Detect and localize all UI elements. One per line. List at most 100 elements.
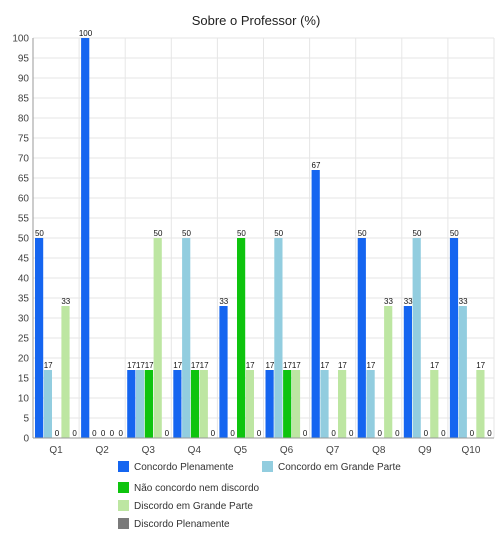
data-label: 0 xyxy=(349,429,354,438)
x-tick-label: Q8 xyxy=(372,445,386,456)
data-label: 0 xyxy=(118,429,123,438)
y-tick-label: 30 xyxy=(18,314,30,325)
data-label: 0 xyxy=(110,429,115,438)
data-label: 67 xyxy=(312,161,321,170)
bar xyxy=(291,370,301,438)
bar xyxy=(403,306,412,438)
y-tick-label: 90 xyxy=(18,74,30,85)
data-label: 0 xyxy=(395,429,400,438)
x-tick-label: Q3 xyxy=(142,445,156,456)
data-label: 17 xyxy=(145,361,154,370)
data-label: 50 xyxy=(358,229,367,238)
data-label: 33 xyxy=(459,297,468,306)
bar xyxy=(35,238,44,438)
x-tick-label: Q2 xyxy=(95,445,109,456)
legend-swatch xyxy=(118,518,129,529)
y-tick-label: 45 xyxy=(18,254,30,265)
y-tick-label: 55 xyxy=(18,214,30,225)
bar xyxy=(412,238,421,438)
y-tick-label: 65 xyxy=(18,174,30,185)
data-label: 0 xyxy=(487,429,492,438)
data-label: 0 xyxy=(257,429,262,438)
bar xyxy=(127,370,136,438)
data-label: 17 xyxy=(366,361,375,370)
data-label: 17 xyxy=(338,361,347,370)
y-tick-label: 0 xyxy=(23,434,29,445)
bar xyxy=(61,306,70,438)
data-label: 17 xyxy=(44,361,53,370)
legend-label: Concordo Plenamente xyxy=(134,462,234,473)
data-label: 17 xyxy=(292,361,301,370)
data-label: 0 xyxy=(441,429,446,438)
data-label: 50 xyxy=(413,229,422,238)
data-label: 17 xyxy=(430,361,439,370)
legend-swatch xyxy=(118,500,129,511)
bar xyxy=(153,238,162,438)
data-label: 0 xyxy=(211,429,216,438)
bar xyxy=(199,370,208,438)
data-label: 0 xyxy=(165,429,170,438)
bar xyxy=(320,370,329,438)
data-label: 17 xyxy=(265,361,274,370)
bar xyxy=(357,238,366,438)
data-label: 17 xyxy=(191,361,200,370)
data-label: 17 xyxy=(173,361,182,370)
y-tick-label: 10 xyxy=(18,394,30,405)
y-tick-label: 85 xyxy=(18,94,30,105)
bar xyxy=(311,170,320,438)
data-label: 33 xyxy=(219,297,228,306)
bar xyxy=(219,306,228,438)
y-tick-label: 5 xyxy=(23,414,29,425)
legend-label: Discordo em Grande Parte xyxy=(134,501,253,512)
y-tick-label: 60 xyxy=(18,194,30,205)
y-tick-label: 20 xyxy=(18,354,30,365)
bar xyxy=(173,370,182,438)
bar xyxy=(449,238,459,438)
bar xyxy=(384,306,393,438)
data-label: 17 xyxy=(200,361,209,370)
data-label: 17 xyxy=(246,361,255,370)
y-tick-label: 75 xyxy=(18,134,30,145)
legend-swatch xyxy=(118,461,129,472)
legend-swatch xyxy=(118,482,129,493)
y-tick-label: 35 xyxy=(18,294,30,305)
bar xyxy=(237,238,246,438)
data-label: 33 xyxy=(384,297,393,306)
x-tick-label: Q9 xyxy=(418,445,432,456)
y-tick-label: 15 xyxy=(18,374,30,385)
data-label: 0 xyxy=(92,429,97,438)
x-tick-label: Q6 xyxy=(280,445,294,456)
data-label: 50 xyxy=(154,229,163,238)
y-tick-label: 40 xyxy=(18,274,30,285)
x-tick-label: Q5 xyxy=(234,445,248,456)
bar xyxy=(338,370,347,438)
bar xyxy=(136,370,145,438)
data-label: 33 xyxy=(61,297,70,306)
data-label: 50 xyxy=(35,229,44,238)
x-tick-label: Q7 xyxy=(326,445,340,456)
data-label: 17 xyxy=(476,361,485,370)
data-label: 0 xyxy=(230,429,235,438)
bar xyxy=(476,370,485,438)
bar xyxy=(43,370,52,438)
data-label: 0 xyxy=(101,429,106,438)
data-label: 0 xyxy=(424,429,429,438)
legend-label: Discordo Plenamente xyxy=(134,519,230,530)
bar xyxy=(182,238,191,438)
data-label: 17 xyxy=(127,361,136,370)
data-label: 0 xyxy=(303,429,308,438)
y-tick-label: 95 xyxy=(18,54,30,65)
data-label: 50 xyxy=(450,229,459,238)
y-tick-label: 25 xyxy=(18,334,30,345)
data-label: 0 xyxy=(470,429,475,438)
bar xyxy=(81,38,90,438)
legend-swatch xyxy=(262,461,273,472)
y-tick-label: 50 xyxy=(18,234,30,245)
legend-label: Concordo em Grande Parte xyxy=(278,462,401,473)
data-label: 50 xyxy=(237,229,246,238)
bar xyxy=(190,370,200,438)
bar xyxy=(265,370,274,438)
data-label: 50 xyxy=(274,229,283,238)
